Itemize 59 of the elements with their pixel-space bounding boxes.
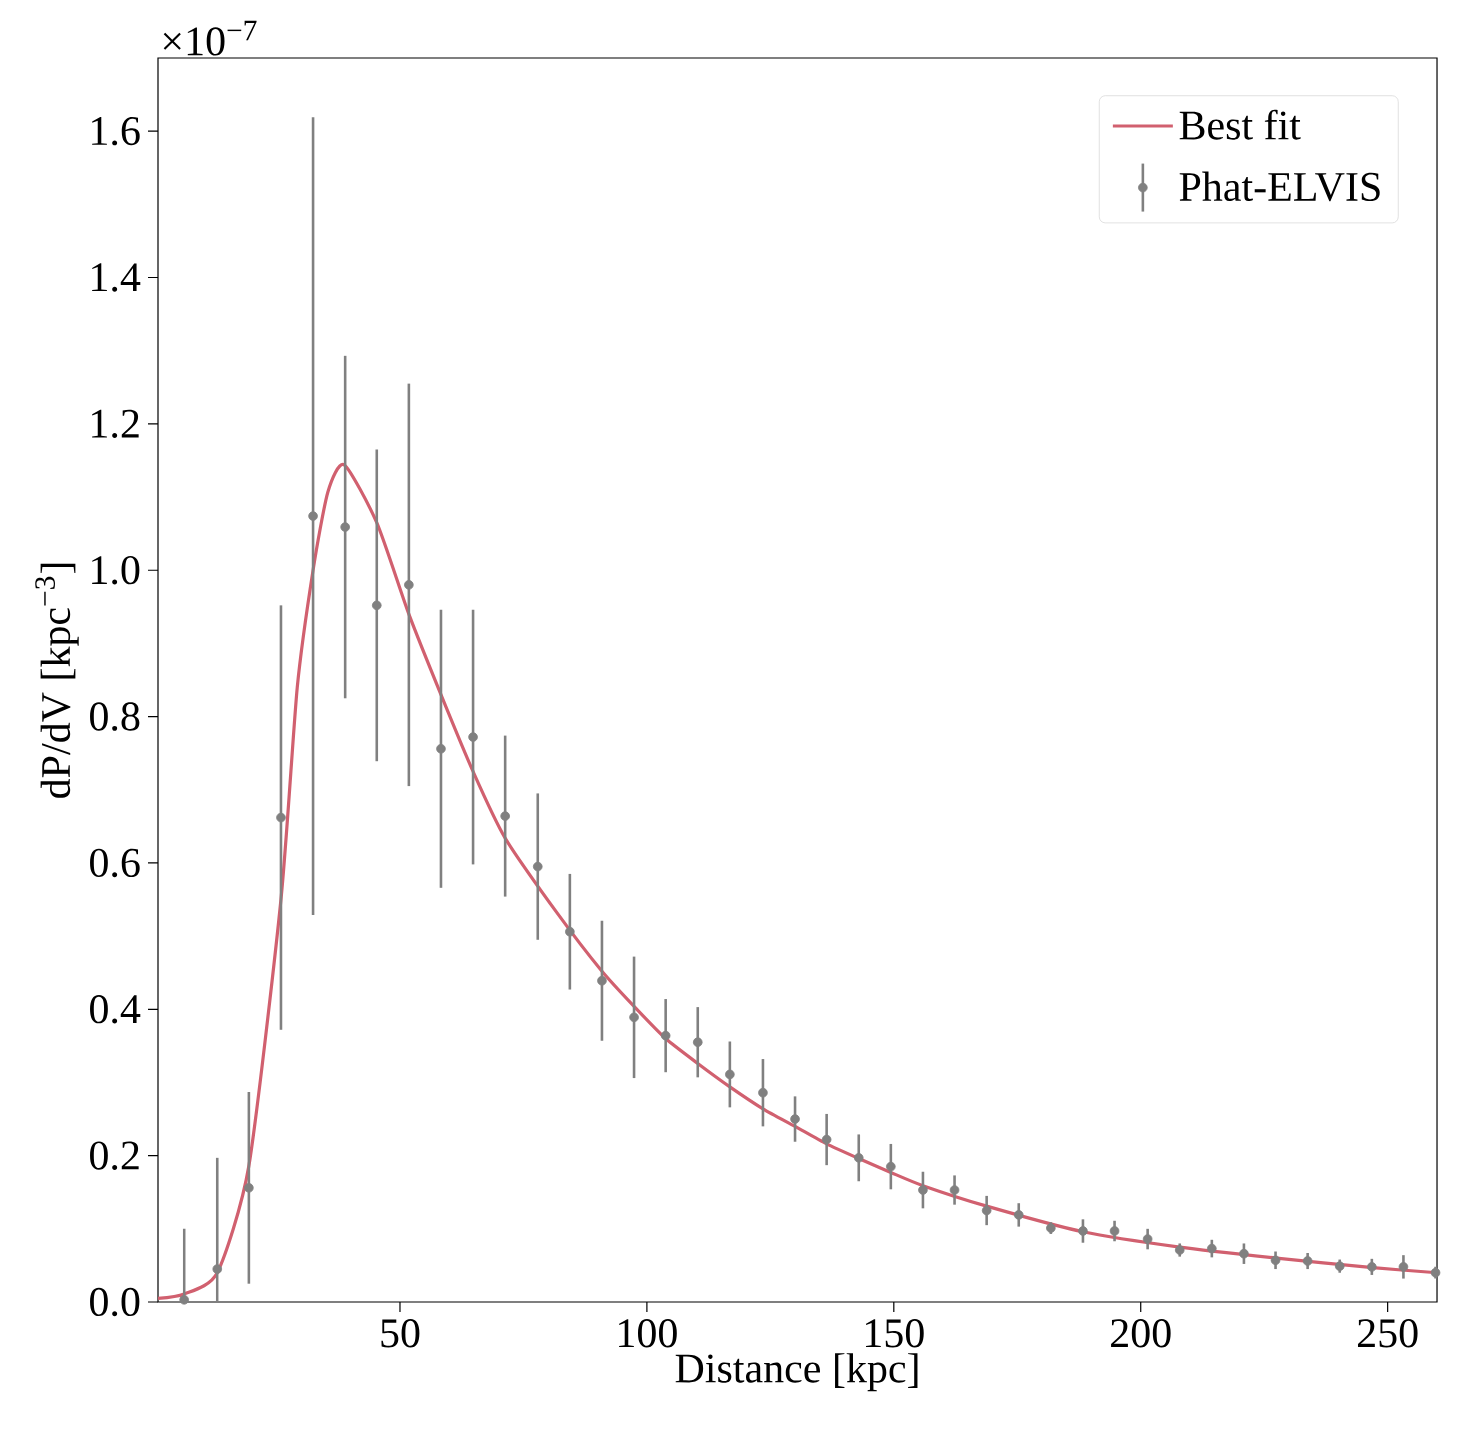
y-tick-label: 0.6: [90, 848, 140, 878]
point: [790, 1114, 800, 1124]
x-tick-label: 50: [381, 1319, 420, 1348]
point: [308, 511, 318, 521]
point: [725, 1069, 735, 1080]
point: [886, 1161, 896, 1172]
point: [532, 861, 543, 872]
point: [597, 975, 607, 986]
point: [949, 1185, 960, 1195]
x-axis-title: Distance [kpc]: [675, 1353, 918, 1392]
y-tick-label: 0.0: [90, 1287, 140, 1317]
point: [1398, 1262, 1409, 1272]
point: [692, 1037, 703, 1048]
point: [179, 1295, 189, 1305]
point: [853, 1153, 864, 1163]
point: [821, 1134, 832, 1145]
point: [1109, 1226, 1120, 1236]
point: [244, 1183, 254, 1193]
point: [1142, 1234, 1153, 1244]
point: [212, 1264, 223, 1274]
point: [500, 811, 510, 821]
point: [468, 732, 478, 742]
point: [565, 926, 575, 937]
point: [1239, 1248, 1249, 1259]
point: [1174, 1245, 1185, 1255]
point: [660, 1030, 671, 1041]
point: [1013, 1210, 1024, 1220]
y-tick-label: 0.4: [90, 995, 141, 1024]
point: [1270, 1255, 1281, 1266]
y-tick-label: 0.2: [90, 1141, 139, 1170]
point: [1046, 1223, 1056, 1233]
point: [918, 1185, 928, 1195]
text: ×10$^{−7}$: [163, 20, 257, 56]
x-tick-label: 200: [1111, 1319, 1171, 1348]
y-tick-label: 1.2: [92, 409, 139, 439]
y-axis-title: dP/dV [kpc$^{−3}$]: [35, 563, 79, 798]
point: [981, 1205, 992, 1216]
y-tick-label: 1.6: [92, 116, 140, 146]
x-tick-label: 150: [866, 1319, 924, 1348]
point: [758, 1087, 768, 1098]
point: [1302, 1256, 1313, 1266]
point: [1430, 1267, 1441, 1278]
y-tick-label: 0.8: [90, 702, 140, 731]
point: [1367, 1262, 1377, 1272]
point: [340, 522, 350, 532]
x-tick-label: 100: [619, 1319, 677, 1348]
point: [1078, 1226, 1088, 1236]
point: [629, 1012, 639, 1023]
point: [371, 600, 382, 611]
point: [276, 812, 286, 823]
point: [404, 580, 414, 590]
point: [436, 743, 446, 754]
x-tick-label: 250: [1357, 1319, 1418, 1348]
y-tick-label: 1.0: [92, 555, 140, 585]
legend-label: Best fit: [1179, 109, 1301, 140]
point: [1207, 1243, 1217, 1254]
y-tick-label: 1.4: [92, 263, 141, 292]
point: [1334, 1261, 1345, 1271]
legend-label: Phat-ELVIS: [1179, 171, 1380, 202]
